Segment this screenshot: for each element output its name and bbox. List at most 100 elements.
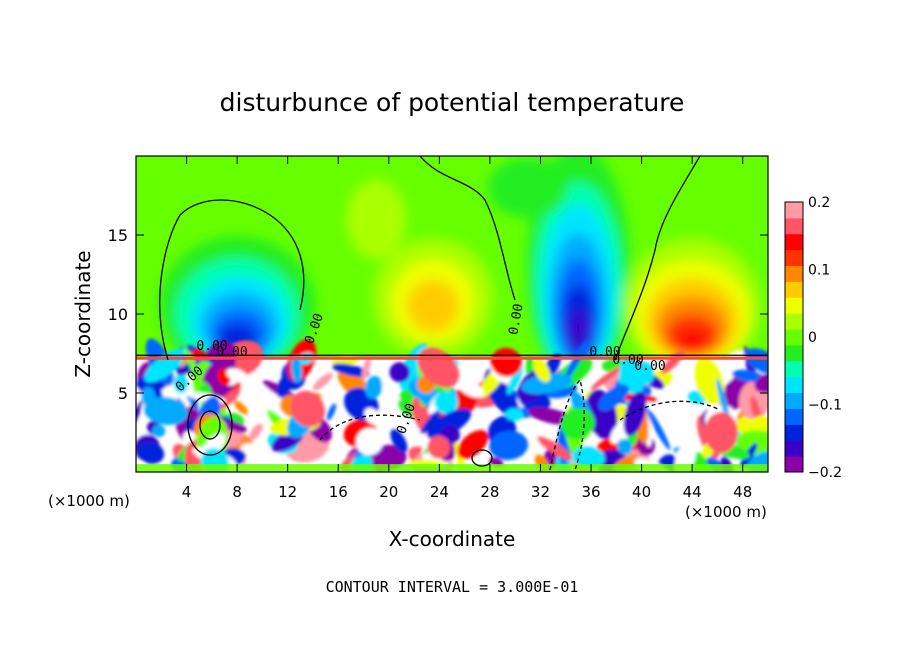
colorbar-swatch <box>785 344 803 362</box>
colorbar-swatch <box>785 408 803 425</box>
plot-field: 0.00 0.000.000.000.000.000.000.000.00 <box>136 156 768 472</box>
lower-contour-dashed <box>319 414 421 441</box>
lower-patch <box>754 373 768 393</box>
zero-contour-mid <box>419 156 516 301</box>
colorbar-label: 0.1 <box>808 263 830 279</box>
chart-title: disturbunce of potential temperature <box>220 88 685 117</box>
lower-patch <box>506 365 523 395</box>
lower-patch <box>234 400 248 415</box>
lower-patch <box>312 372 333 391</box>
lower-patch <box>482 409 498 418</box>
lower-patch <box>364 407 381 425</box>
upper-blob <box>346 179 407 260</box>
colorbar-swatch <box>785 217 803 235</box>
contour-label: 0.00 <box>634 359 665 374</box>
contour-label: 0.00 <box>196 339 227 354</box>
lower-patch <box>364 375 383 399</box>
lower-patch <box>291 355 303 384</box>
y-tick-label: 5 <box>118 384 128 403</box>
colorbar-swatch <box>785 281 803 298</box>
colorbar-frame <box>784 201 804 473</box>
x-tick-label: 48 <box>733 483 752 501</box>
lower-patch <box>718 372 754 413</box>
lower-patch <box>533 358 551 383</box>
upper-blob <box>676 330 709 351</box>
lower-patch <box>489 430 529 461</box>
lower-patch <box>361 355 371 381</box>
lower-patch <box>426 408 472 440</box>
x-tick-label: 36 <box>581 483 600 501</box>
lower-contour <box>471 449 493 467</box>
colorbar-swatch <box>785 360 803 378</box>
colorbar-label: 0 <box>808 330 817 346</box>
lower-patch <box>143 396 188 425</box>
lower-contour-dashed <box>619 400 721 421</box>
contours <box>159 156 721 471</box>
lower-patch <box>239 443 268 468</box>
upper-blob <box>568 309 589 350</box>
x-axis-label: X-coordinate <box>389 527 516 551</box>
lower-patch <box>137 441 165 464</box>
lower-patch <box>598 384 629 411</box>
lower-patch <box>694 356 725 405</box>
lower-patch <box>434 390 459 415</box>
contour-label: 0.00 <box>506 303 526 336</box>
lower-patch <box>290 390 325 427</box>
colorbar-swatch <box>785 265 803 282</box>
lower-patch <box>731 369 765 383</box>
lower-patch <box>704 412 738 454</box>
colorbar-swatch <box>785 392 803 409</box>
x-tick-label: 16 <box>329 483 348 501</box>
colorbar-swatch <box>785 424 803 441</box>
x-tick-label: 12 <box>278 483 297 501</box>
zero-contour-left <box>159 199 305 361</box>
colorbar-labels: 0.2 0.1 0 −0.1 −0.2 <box>808 195 842 481</box>
x-tick-label: 32 <box>531 483 550 501</box>
lower-patch <box>152 424 166 438</box>
contour-label: 0.00 <box>589 345 620 360</box>
lower-layer <box>136 338 768 472</box>
lower-patch <box>560 408 595 440</box>
lower-patch <box>617 438 633 455</box>
lower-patch <box>326 403 337 421</box>
lower-contour <box>199 410 221 440</box>
colorbar-label: −0.1 <box>808 398 842 414</box>
bottom-band <box>136 464 768 472</box>
upper-blob <box>487 157 568 218</box>
colorbar-swatch <box>785 249 803 267</box>
x-axis-ticks: 4 8 12 16 20 24 28 32 36 40 44 48 <box>182 156 752 501</box>
lower-patch <box>389 362 411 383</box>
x-tick-label: 4 <box>182 483 192 501</box>
x-tick-label: 8 <box>232 483 242 501</box>
lower-patch <box>457 430 489 459</box>
lower-patch <box>183 346 203 388</box>
colorbar-swatch <box>785 440 803 457</box>
colorbar-swatch <box>785 313 803 330</box>
lower-patch <box>355 427 384 456</box>
lower-patch <box>249 423 263 441</box>
y-tick-label: 10 <box>108 305 128 324</box>
y-tick-label: 15 <box>108 226 128 245</box>
lower-patch <box>176 366 192 376</box>
x-tick-label: 28 <box>480 483 499 501</box>
colorbar-swatch <box>785 202 803 219</box>
lower-patch <box>457 379 484 398</box>
colorbar-label: 0.2 <box>808 195 830 211</box>
contour-label: 0.00 <box>216 345 247 360</box>
upper-blob <box>407 280 460 333</box>
contour-interval-annotation: CONTOUR INTERVAL = 3.000E-01 <box>326 578 579 596</box>
contour-label: 0.00 <box>612 353 643 368</box>
lower-patch <box>521 373 573 394</box>
x-unit-note-left: (×1000 m) <box>48 492 130 510</box>
x-tick-label: 20 <box>379 483 398 501</box>
lower-patch <box>505 407 524 422</box>
x-tick-label: 40 <box>632 483 651 501</box>
y-axis-label: Z-coordinate <box>71 250 95 377</box>
colorbar-label: −0.2 <box>808 465 842 481</box>
zero-contour-right <box>614 156 701 361</box>
colorbar-swatch <box>785 233 803 251</box>
lower-contour <box>187 394 233 456</box>
x-tick-label: 44 <box>683 483 702 501</box>
lower-patch <box>332 363 370 378</box>
